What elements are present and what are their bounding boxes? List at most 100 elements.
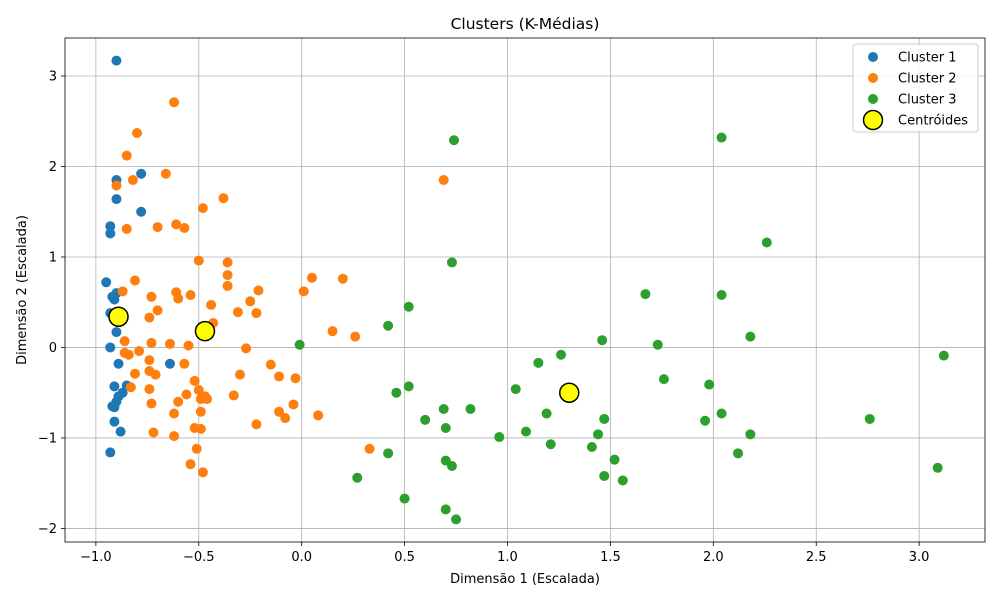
cluster-3-point <box>716 132 727 143</box>
cluster-3-point <box>383 320 394 331</box>
cluster-3-point <box>586 441 597 452</box>
y-tick-label: 1 <box>49 250 57 265</box>
cluster-2-point <box>111 180 122 191</box>
cluster-1-point <box>105 228 116 239</box>
cluster-2-point <box>179 223 190 234</box>
cluster-3-point <box>609 454 620 465</box>
cluster-2-point <box>290 373 301 384</box>
cluster-2-point <box>364 443 375 454</box>
cluster-3-point <box>383 448 394 459</box>
cluster-1-point <box>101 277 112 288</box>
cluster-2-point <box>265 359 276 370</box>
cluster-2-point <box>274 371 285 382</box>
x-tick-label: 1.5 <box>600 550 621 565</box>
x-tick-label: 0.0 <box>291 550 312 565</box>
cluster-3-point <box>593 429 604 440</box>
cluster-2-point <box>197 203 208 214</box>
cluster-2-point <box>185 459 196 470</box>
cluster-3-point <box>446 460 457 471</box>
cluster-3-point <box>446 257 457 268</box>
cluster-2-point <box>125 382 136 393</box>
cluster-1-point <box>105 221 116 232</box>
cluster-3-point <box>533 357 544 368</box>
y-tick-label: −2 <box>38 522 57 537</box>
cluster-2-point <box>119 336 130 347</box>
cluster-3-point <box>864 413 875 424</box>
cluster-1-point <box>111 55 122 66</box>
cluster-1-point <box>113 358 124 369</box>
legend-marker-cluster-3 <box>868 94 878 104</box>
cluster-2-point <box>173 293 184 304</box>
cluster-3-point <box>494 432 505 443</box>
cluster-2-point <box>251 419 262 430</box>
cluster-2-point <box>132 128 143 139</box>
cluster-2-point <box>129 275 140 286</box>
cluster-2-point <box>313 410 324 421</box>
x-axis-label: Dimensão 1 (Escalada) <box>450 572 600 587</box>
cluster-2-point <box>191 443 202 454</box>
cluster-2-point <box>169 97 180 108</box>
cluster-2-point <box>222 280 233 291</box>
cluster-3-point <box>294 339 305 350</box>
plot-frame <box>64 37 986 543</box>
cluster-3-point <box>658 374 669 385</box>
cluster-2-point <box>146 398 157 409</box>
cluster-2-point <box>181 389 192 400</box>
cluster-3-point <box>556 349 567 360</box>
legend-label: Cluster 3 <box>898 93 957 108</box>
cluster-2-point <box>146 291 157 302</box>
cluster-2-point <box>438 175 449 186</box>
cluster-2-point <box>146 337 157 348</box>
cluster-2-point <box>218 193 229 204</box>
cluster-2-point <box>298 286 309 297</box>
cluster-2-point <box>144 355 155 366</box>
cluster-3-point <box>599 413 610 424</box>
cluster-1-point <box>136 206 147 217</box>
cluster-2-point <box>337 273 348 284</box>
cluster-2-point <box>280 413 291 424</box>
cluster-3-point <box>617 475 628 486</box>
cluster-2-point <box>127 175 138 186</box>
cluster-3-point <box>597 335 608 346</box>
cluster-3-point <box>745 331 756 342</box>
cluster-3-point <box>420 414 431 425</box>
cluster-3-point <box>440 422 451 433</box>
cluster-2-point <box>232 307 243 318</box>
legend-marker-centroids <box>862 109 884 131</box>
cluster-3-point <box>700 415 711 426</box>
x-axis-ticks: −1.0 −0.5 0.0 0.5 1.0 1.5 2.0 2.5 3.0 <box>80 542 929 565</box>
legend-box <box>852 43 979 133</box>
cluster-2-point <box>152 305 163 316</box>
cluster-3-point <box>391 387 402 398</box>
cluster-2-point <box>195 406 206 417</box>
cluster-3-point <box>745 429 756 440</box>
cluster-2-point <box>179 358 190 369</box>
x-tick-label: 0.5 <box>394 550 415 565</box>
legend-label: Cluster 2 <box>898 72 957 87</box>
cluster-1-point <box>115 426 126 437</box>
cluster-1-point <box>109 416 120 427</box>
cluster-3-point <box>510 384 521 395</box>
x-tick-label: −0.5 <box>183 550 215 565</box>
legend-label: Centróides <box>898 114 968 129</box>
centroid-point <box>108 306 129 327</box>
cluster-2-point <box>327 326 338 337</box>
y-tick-label: −1 <box>38 431 57 446</box>
x-tick-label: 2.0 <box>703 550 724 565</box>
cluster-2-point <box>306 272 317 283</box>
cluster-2-point <box>241 343 252 354</box>
cluster-2-point <box>350 331 361 342</box>
legend-marker-cluster-2 <box>868 73 878 83</box>
data-points <box>101 55 949 525</box>
cluster-2-point <box>121 223 132 234</box>
cluster-2-point <box>134 346 145 357</box>
cluster-2-point <box>185 289 196 300</box>
cluster-2-point <box>117 286 128 297</box>
centroid-point <box>559 382 580 403</box>
x-tick-label: −1.0 <box>80 550 112 565</box>
cluster-3-point <box>599 470 610 481</box>
cluster-2-point <box>197 467 208 478</box>
cluster-2-point <box>183 340 194 351</box>
cluster-1-point <box>109 402 120 413</box>
